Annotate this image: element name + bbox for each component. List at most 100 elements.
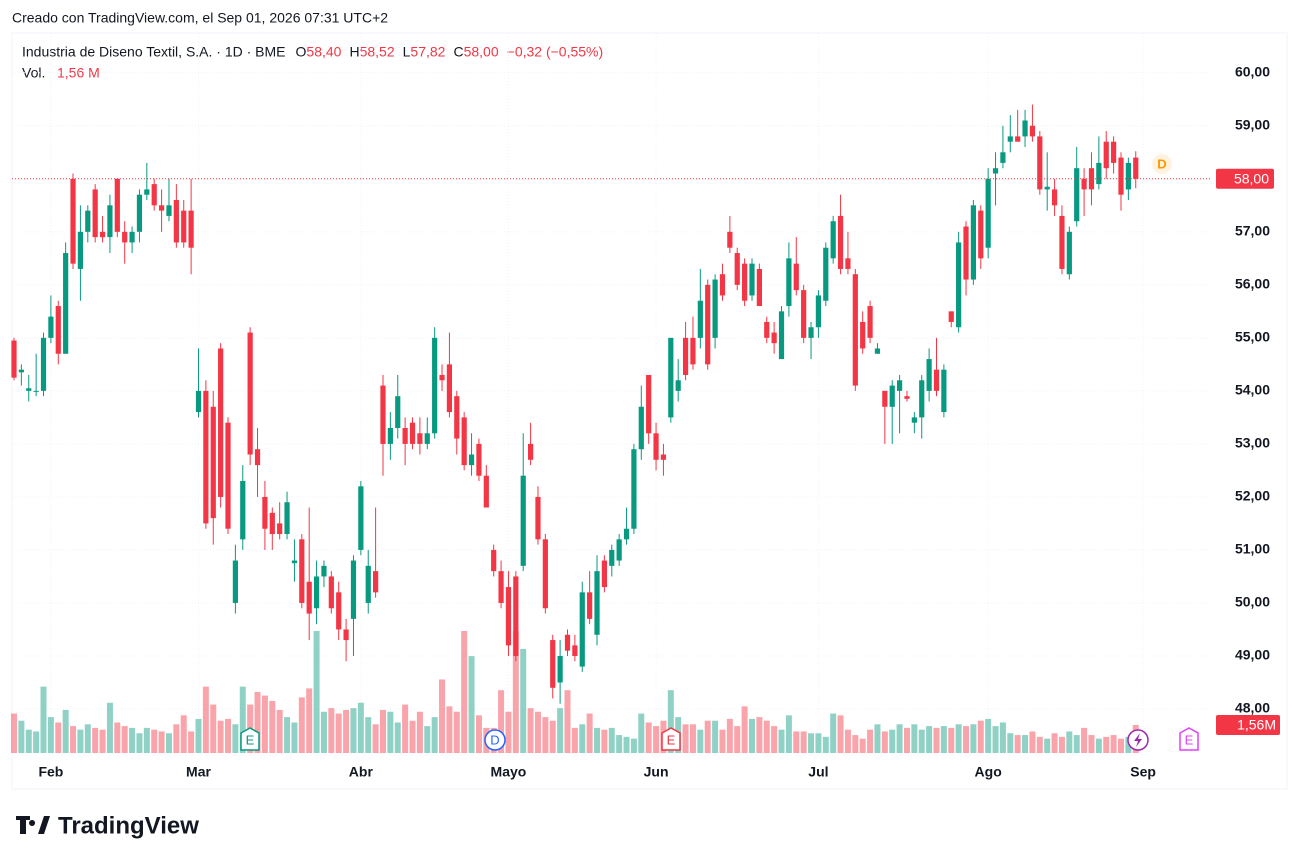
volume-bar [106, 702, 113, 753]
candle-body [114, 178, 120, 232]
candle-body [92, 189, 98, 238]
volume-bar [239, 686, 246, 753]
volume-bar [446, 706, 453, 753]
volume-bar [33, 731, 40, 753]
candle-body [1103, 141, 1109, 169]
volume-bar [808, 733, 815, 753]
volume-bar [254, 692, 261, 753]
volume-bar [638, 713, 645, 753]
logo: TradingView [16, 812, 199, 839]
volume-bar [1088, 735, 1095, 753]
candle-body [823, 247, 829, 301]
volume-bar [911, 724, 918, 753]
candle-body [933, 369, 940, 391]
candle-body [1007, 136, 1013, 142]
candle-body [446, 364, 453, 413]
volume-bar [92, 727, 99, 753]
candle-body [277, 523, 283, 535]
candle-body [786, 258, 792, 307]
y-tick-label: 53,00 [1235, 435, 1270, 451]
candle-body [675, 380, 681, 391]
volume-bar [963, 726, 970, 753]
volume-bar [70, 726, 77, 753]
volume-bar [830, 713, 837, 753]
candle-body [254, 449, 261, 466]
volume-bar [682, 724, 689, 753]
y-tick-label: 57,00 [1235, 223, 1270, 239]
candle-body [837, 215, 844, 269]
volume-bar [815, 733, 822, 753]
candle-body [483, 475, 489, 508]
volume-bar [505, 711, 512, 753]
volume-bar [40, 686, 47, 753]
candle-body [926, 359, 932, 391]
candle-body [63, 253, 69, 354]
candle-body [948, 311, 954, 322]
volume-bar [431, 717, 438, 753]
x-tick-label: Jul [808, 764, 828, 780]
volume-bar [955, 724, 962, 753]
volume-bar [645, 722, 652, 753]
candle-body [491, 549, 497, 572]
candle-body [660, 454, 667, 460]
volume-bar [284, 717, 291, 753]
candle-body [350, 560, 357, 619]
candle-body [306, 581, 312, 614]
candle-body [712, 279, 718, 338]
y-tick-label: 49,00 [1235, 647, 1270, 663]
y-tick-label: 52,00 [1235, 488, 1270, 504]
candle-body [18, 369, 24, 373]
legend-value: 58,00 [464, 44, 499, 60]
candle-body [690, 337, 696, 365]
candle-body [985, 178, 991, 248]
volume-bar [785, 715, 792, 753]
candle-body [11, 340, 17, 378]
volume-bar [394, 722, 401, 753]
candle-body [845, 258, 851, 269]
candle-body [505, 587, 512, 646]
volume-bar [424, 726, 431, 753]
x-tick-label: Ago [975, 764, 1002, 780]
candle-body [151, 184, 157, 206]
volume-bar [992, 726, 999, 753]
candle-body [904, 396, 910, 399]
volume-bar [534, 711, 541, 753]
candle-body [358, 486, 364, 550]
volume-bar [306, 688, 313, 753]
candle-body [771, 332, 777, 344]
volume-bar [719, 729, 726, 753]
volume-bar [977, 720, 984, 753]
x-tick-label: Mar [186, 764, 211, 780]
candle-body [874, 348, 881, 354]
volume-bar [320, 711, 327, 753]
volume-bar [564, 690, 571, 753]
candle-body [919, 380, 925, 418]
candle-body [269, 512, 275, 535]
legend-label: H [349, 44, 359, 60]
candle-body [188, 210, 194, 248]
legend-value: 58,40 [306, 44, 341, 60]
candle-body [225, 422, 231, 529]
volume-bar [527, 708, 534, 753]
x-tick-label: Abr [349, 764, 374, 780]
candle-body [793, 263, 799, 291]
candle-body [70, 178, 76, 264]
candle-body [1096, 162, 1102, 185]
candle-body [158, 205, 165, 211]
candle-body [85, 210, 91, 232]
candle-body [970, 205, 976, 280]
x-tick-label: Jun [644, 764, 669, 780]
header: Creado con TradingView.com, el Sep 01, 2… [12, 10, 388, 26]
candle-body [697, 300, 703, 338]
volume-bar [1036, 736, 1043, 753]
candle-body [240, 481, 246, 540]
legend-label: C [453, 44, 463, 60]
candle-body [417, 433, 423, 444]
candle-body [616, 539, 622, 561]
volume-tag [1216, 715, 1280, 736]
volume-tag-label: 1,56M [1237, 717, 1276, 733]
x-tick-label: Feb [38, 764, 63, 780]
candle-body [941, 369, 947, 413]
volume-bar [1022, 735, 1029, 753]
candle-body [439, 374, 445, 381]
